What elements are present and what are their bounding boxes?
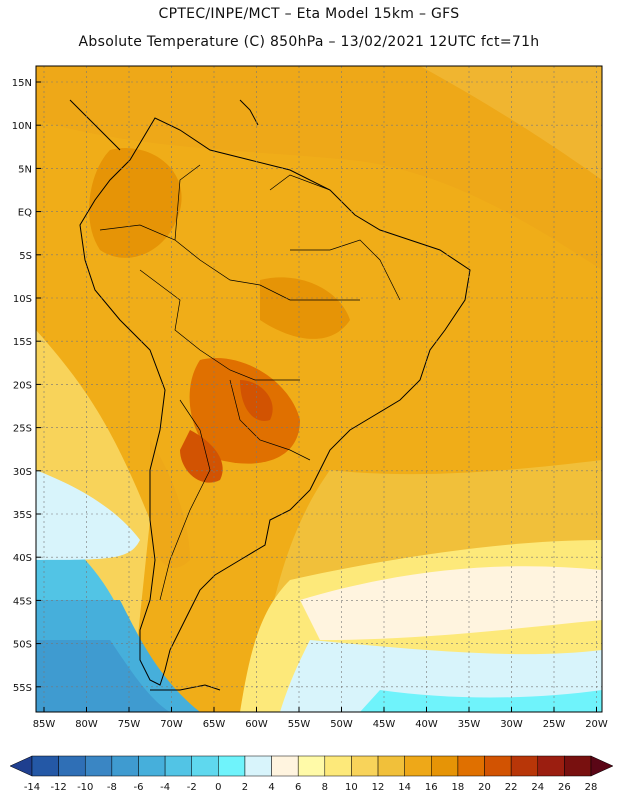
temperature-map: 15N 10N 5N EQ 5S 10S 15S 20S 25S 30S 35S 40S 45S 50S 5…: [12, 65, 608, 730]
colorbar: -14 -12 -10 -8 -6 -4 -2 0 2 4 6 8 10 12 14 16 18 20 22 24 26…: [9, 755, 614, 793]
title-line-2: Absolute Temperature (C) 850hPa – 13/02/…: [78, 34, 540, 50]
lat-label: 50S: [13, 640, 32, 651]
colorbar-label: 18: [452, 782, 465, 793]
colorbar-label: 26: [558, 782, 571, 793]
lon-label: 70W: [160, 719, 183, 730]
colorbar-label: 10: [345, 782, 358, 793]
lat-label: 5S: [19, 251, 32, 262]
lat-label: 45S: [13, 596, 32, 607]
colorbar-label: -8: [107, 782, 117, 793]
lat-label: 10N: [12, 121, 32, 132]
lat-label: 30S: [13, 467, 32, 478]
lat-label: 40S: [13, 553, 32, 564]
colorbar-swatch: [31, 755, 59, 777]
lat-label: 5N: [18, 164, 32, 175]
colorbar-swatch: [431, 755, 459, 777]
lon-label: 40W: [415, 719, 438, 730]
latitude-labels: 15N 10N 5N EQ 5S 10S 15S 20S 25S 30S 35S 40S 45S 50S 5…: [12, 78, 41, 694]
lat-label: 20S: [13, 380, 32, 391]
colorbar-swatch: [191, 755, 219, 777]
colorbar-swatch: [564, 755, 592, 777]
lat-label: 25S: [13, 424, 32, 435]
colorbar-label: 14: [398, 782, 411, 793]
lon-label: 65W: [203, 719, 226, 730]
lon-label: 50W: [330, 719, 353, 730]
lat-label: 35S: [13, 510, 32, 521]
colorbar-swatch: [111, 755, 139, 777]
lat-label: 10S: [13, 294, 32, 305]
lat-label: 55S: [13, 683, 32, 694]
colorbar-swatch: [271, 755, 299, 777]
lon-label: 35W: [458, 719, 481, 730]
colorbar-label: 6: [295, 782, 301, 793]
colorbar-swatch: [377, 755, 405, 777]
colorbar-label: 28: [585, 782, 598, 793]
coastline: [69, 99, 471, 691]
colorbar-label: 4: [268, 782, 274, 793]
lon-label: 30W: [500, 719, 523, 730]
lat-label: 15S: [13, 337, 32, 348]
colorbar-label: -10: [77, 782, 93, 793]
colorbar-swatch: [164, 755, 192, 777]
title-line-1: CPTEC/INPE/MCT – Eta Model 15km – GFS: [158, 6, 460, 22]
country-borders: [99, 164, 401, 601]
colorbar-label: 22: [505, 782, 518, 793]
colorbar-swatch: [58, 755, 86, 777]
colorbar-min-arrow: [9, 755, 33, 777]
colorbar-label: -6: [133, 782, 143, 793]
colorbar-label: 16: [425, 782, 438, 793]
lon-label: 80W: [75, 719, 98, 730]
colorbar-swatch: [351, 755, 379, 777]
lat-label: EQ: [18, 208, 32, 219]
lon-label: 75W: [118, 719, 141, 730]
colorbar-swatch: [218, 755, 246, 777]
lon-label: 45W: [373, 719, 396, 730]
lat-label: 15N: [12, 78, 32, 89]
map-frame: [35, 65, 603, 713]
colorbar-swatch: [324, 755, 352, 777]
colorbar-label: 24: [531, 782, 544, 793]
colorbar-swatch: [457, 755, 485, 777]
colorbar-swatch: [404, 755, 432, 777]
temperature-field: [36, 66, 602, 712]
colorbar-label: -14: [24, 782, 40, 793]
lon-label: 20W: [585, 719, 608, 730]
colorbar-swatch: [297, 755, 326, 777]
colorbar-label: -12: [50, 782, 66, 793]
colorbar-swatch: [244, 755, 272, 777]
lon-label: 60W: [245, 719, 268, 730]
colorbar-swatch: [484, 755, 512, 777]
longitude-labels: 85W 80W 75W 70W 65W 60W 55W 50W 45W 40W 35W 30W 25W 2…: [33, 707, 608, 730]
colorbar-max-arrow: [590, 755, 614, 777]
colorbar-swatch: [138, 755, 166, 777]
lon-label: 25W: [543, 719, 566, 730]
colorbar-label: 0: [215, 782, 221, 793]
colorbar-label: -2: [187, 782, 197, 793]
colorbar-label: 12: [372, 782, 385, 793]
colorbar-swatch: [510, 755, 539, 777]
colorbar-label: 20: [478, 782, 491, 793]
colorbar-swatch: [84, 755, 113, 777]
colorbar-label: 2: [242, 782, 248, 793]
lon-label: 85W: [33, 719, 56, 730]
colorbar-swatch: [537, 755, 565, 777]
graticule: [36, 66, 602, 712]
lon-label: 55W: [288, 719, 311, 730]
colorbar-label: 8: [322, 782, 328, 793]
colorbar-label: -4: [160, 782, 170, 793]
